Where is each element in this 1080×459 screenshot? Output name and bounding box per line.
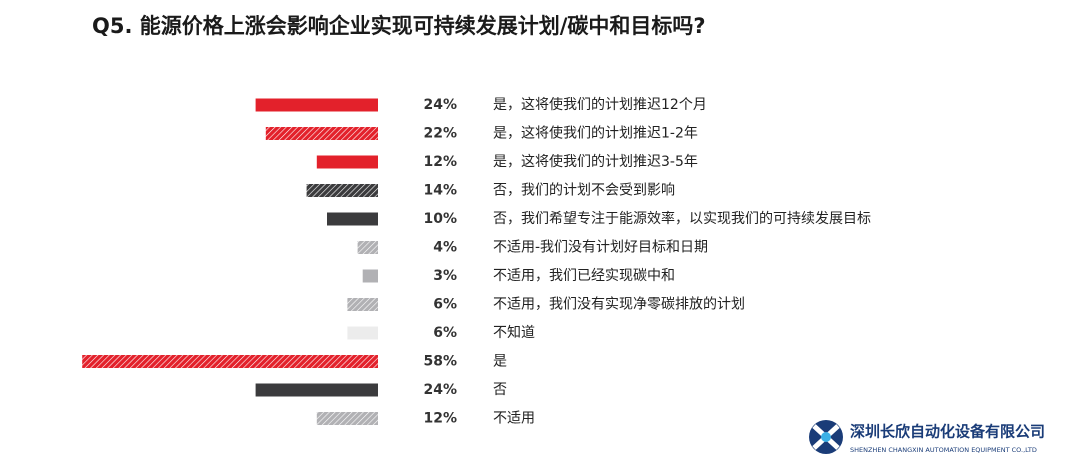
value-label: 6%	[433, 325, 457, 341]
category-label: 否，我们希望专注于能源效率，以实现我们的可持续发展目标	[493, 210, 871, 227]
logo: 深圳长欣自动化设备有限公司 SHENZHEN CHANGXIN AUTOMATI…	[809, 420, 1045, 454]
category-label: 不适用	[493, 411, 535, 427]
value-label: 12%	[423, 411, 457, 427]
bar	[347, 326, 378, 340]
bar	[357, 241, 378, 254]
bar	[265, 127, 378, 140]
category-label: 不适用，我们没有实现净零碳排放的计划	[493, 297, 745, 313]
value-label: 10%	[423, 211, 457, 227]
logo-name: 深圳长欣自动化设备有限公司	[850, 423, 1045, 441]
bar	[82, 355, 378, 368]
value-label: 12%	[423, 154, 457, 170]
category-label: 是，这将使我们的计划推迟1-2年	[493, 125, 698, 142]
value-label: 24%	[423, 97, 457, 113]
category-label: 是，这将使我们的计划推迟3-5年	[493, 153, 698, 170]
bar	[255, 383, 378, 397]
category-label: 不适用-我们没有计划好目标和日期	[493, 240, 708, 256]
value-label: 58%	[423, 354, 457, 370]
value-label: 24%	[423, 382, 457, 398]
value-label: 14%	[423, 183, 457, 199]
category-label: 不适用，我们已经实现碳中和	[493, 268, 675, 284]
category-label: 不知道	[493, 324, 535, 341]
bar	[306, 184, 378, 197]
bar	[316, 412, 378, 425]
logo-subtitle: SHENZHEN CHANGXIN AUTOMATION EQUIPMENT C…	[850, 446, 1037, 454]
bar	[316, 155, 378, 169]
value-label: 22%	[423, 126, 457, 142]
category-label: 否	[493, 382, 507, 398]
bar	[327, 212, 378, 226]
logo-dot	[821, 432, 831, 442]
category-label: 是，这将使我们的计划推迟12个月	[493, 96, 707, 113]
bar	[255, 98, 378, 112]
bar	[347, 298, 378, 311]
bar	[362, 269, 378, 283]
chart-title: Q5. 能源价格上涨会影响企业实现可持续发展计划/碳中和目标吗?	[92, 14, 706, 38]
value-label: 6%	[433, 297, 457, 313]
category-label: 否，我们的计划不会受到影响	[493, 183, 675, 199]
value-label: 3%	[433, 268, 457, 284]
category-label: 是	[493, 354, 507, 370]
value-label: 4%	[433, 240, 457, 256]
